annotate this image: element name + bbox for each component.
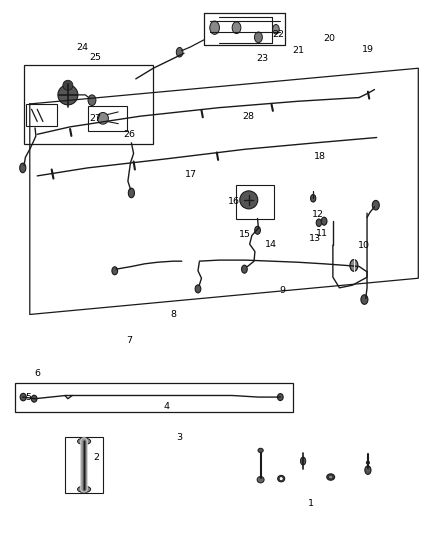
Ellipse shape bbox=[128, 188, 134, 198]
Ellipse shape bbox=[195, 285, 201, 293]
Ellipse shape bbox=[20, 393, 26, 401]
Ellipse shape bbox=[78, 486, 91, 492]
Ellipse shape bbox=[258, 448, 263, 453]
Text: 22: 22 bbox=[272, 30, 284, 39]
Text: 20: 20 bbox=[323, 34, 336, 43]
Ellipse shape bbox=[97, 112, 108, 124]
Text: 6: 6 bbox=[34, 369, 40, 377]
Text: 11: 11 bbox=[316, 229, 328, 238]
Text: 19: 19 bbox=[362, 45, 374, 53]
Text: 15: 15 bbox=[239, 230, 251, 239]
Text: 16: 16 bbox=[228, 197, 240, 206]
Ellipse shape bbox=[232, 22, 241, 34]
Text: 24: 24 bbox=[76, 44, 88, 52]
Text: 23: 23 bbox=[257, 54, 269, 63]
Text: 14: 14 bbox=[265, 240, 277, 248]
Ellipse shape bbox=[311, 195, 316, 202]
Text: 25: 25 bbox=[89, 53, 102, 62]
Ellipse shape bbox=[257, 477, 264, 483]
Bar bbox=[65, 437, 103, 493]
Ellipse shape bbox=[242, 265, 247, 273]
Text: 10: 10 bbox=[357, 241, 370, 249]
Text: 7: 7 bbox=[126, 336, 132, 344]
Ellipse shape bbox=[278, 393, 283, 401]
Bar bbox=[15, 383, 293, 412]
Text: 26: 26 bbox=[123, 130, 135, 139]
Text: 28: 28 bbox=[243, 112, 255, 120]
Ellipse shape bbox=[240, 191, 258, 209]
Ellipse shape bbox=[32, 395, 37, 402]
Ellipse shape bbox=[372, 200, 379, 210]
Ellipse shape bbox=[254, 32, 262, 43]
Text: 2: 2 bbox=[93, 453, 99, 462]
Text: 5: 5 bbox=[25, 393, 32, 401]
Text: 13: 13 bbox=[309, 235, 321, 243]
Text: 17: 17 bbox=[184, 171, 197, 179]
Ellipse shape bbox=[279, 477, 283, 481]
Text: 9: 9 bbox=[279, 286, 286, 295]
Ellipse shape bbox=[176, 47, 183, 57]
Ellipse shape bbox=[254, 226, 260, 235]
Ellipse shape bbox=[321, 217, 327, 225]
Ellipse shape bbox=[210, 21, 219, 35]
Ellipse shape bbox=[328, 475, 333, 479]
Ellipse shape bbox=[361, 295, 368, 304]
Ellipse shape bbox=[316, 219, 321, 227]
Ellipse shape bbox=[63, 80, 73, 90]
Text: 21: 21 bbox=[293, 46, 305, 54]
Ellipse shape bbox=[88, 95, 96, 106]
Text: 18: 18 bbox=[314, 152, 326, 160]
Ellipse shape bbox=[350, 260, 358, 271]
Text: 27: 27 bbox=[89, 114, 102, 123]
Bar bbox=[26, 104, 57, 126]
Bar bbox=[24, 65, 153, 144]
Ellipse shape bbox=[365, 466, 371, 474]
Ellipse shape bbox=[272, 25, 279, 34]
Text: 3: 3 bbox=[177, 433, 183, 441]
Bar bbox=[236, 185, 274, 219]
Ellipse shape bbox=[20, 163, 26, 173]
Ellipse shape bbox=[300, 457, 306, 465]
Text: 12: 12 bbox=[311, 211, 324, 219]
Text: 4: 4 bbox=[163, 402, 170, 410]
Text: 1: 1 bbox=[308, 499, 314, 508]
Bar bbox=[88, 106, 127, 131]
Ellipse shape bbox=[78, 438, 91, 445]
Text: 8: 8 bbox=[170, 310, 176, 319]
Ellipse shape bbox=[327, 474, 335, 480]
Ellipse shape bbox=[366, 461, 370, 464]
Ellipse shape bbox=[112, 266, 117, 275]
Ellipse shape bbox=[58, 85, 78, 105]
Ellipse shape bbox=[278, 475, 285, 482]
